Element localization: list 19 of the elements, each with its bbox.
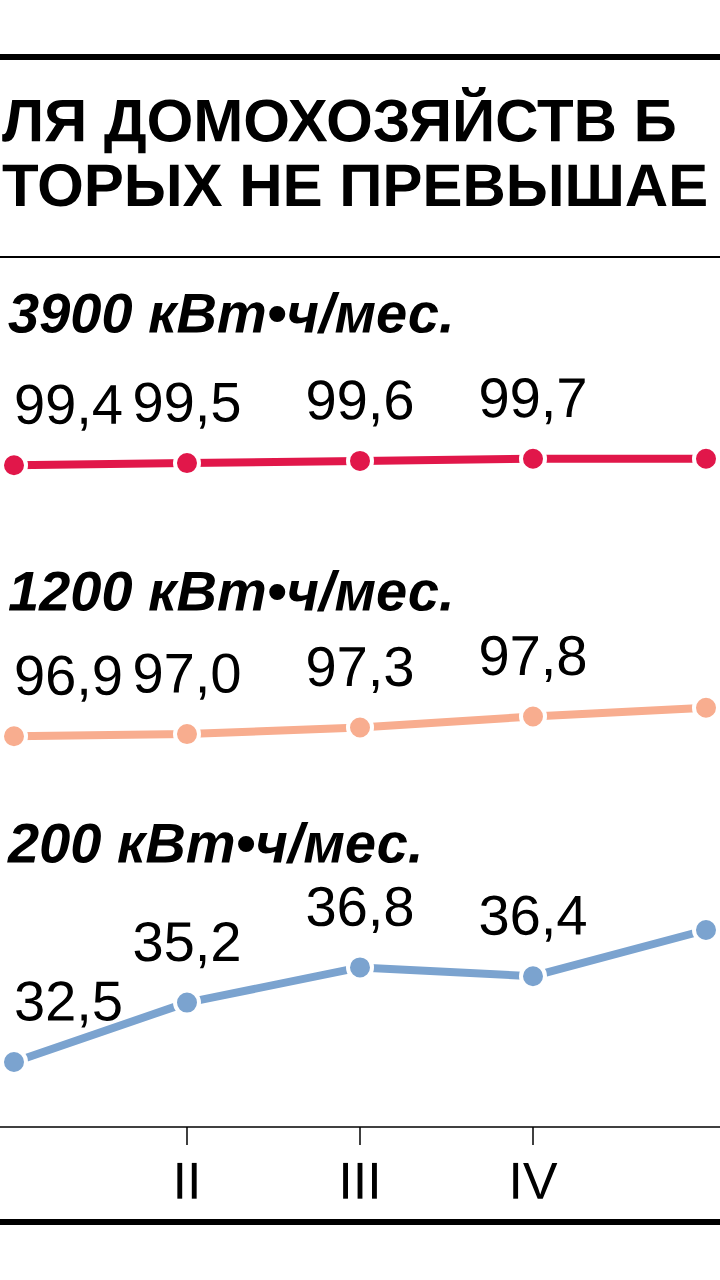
x-tick-label: II [177,1162,197,1199]
data-label: 35,2 [134,921,239,969]
chart-subtitle: 1200 кВт•ч/мес. [8,569,450,612]
data-label: 99,7 [481,377,585,425]
data-label: 99,4 [16,384,122,431]
data-label: 32,5 [16,981,121,1028]
x-tick-label: IV [513,1162,558,1199]
x-tick-label: III [343,1162,377,1199]
data-label: 36,4 [480,895,586,942]
chart-subtitle: 200 кВт•ч/мес. [7,821,419,864]
data-label: 97,8 [481,635,586,683]
data-label: 99,5 [135,382,240,429]
data-label: 99,6 [308,380,413,427]
data-label: 97,0 [135,653,240,700]
data-label: 96,9 [16,655,121,702]
data-label: 97,3 [308,646,413,694]
chart-title: ЛЯ ДОМОХОЗЯЙСТВ Б ТОРЫХ НЕ ПРЕВЫШАЕ [2,87,706,207]
chart-subtitle: 3900 кВт•ч/мес. [8,291,450,334]
data-label: 36,8 [307,886,413,933]
